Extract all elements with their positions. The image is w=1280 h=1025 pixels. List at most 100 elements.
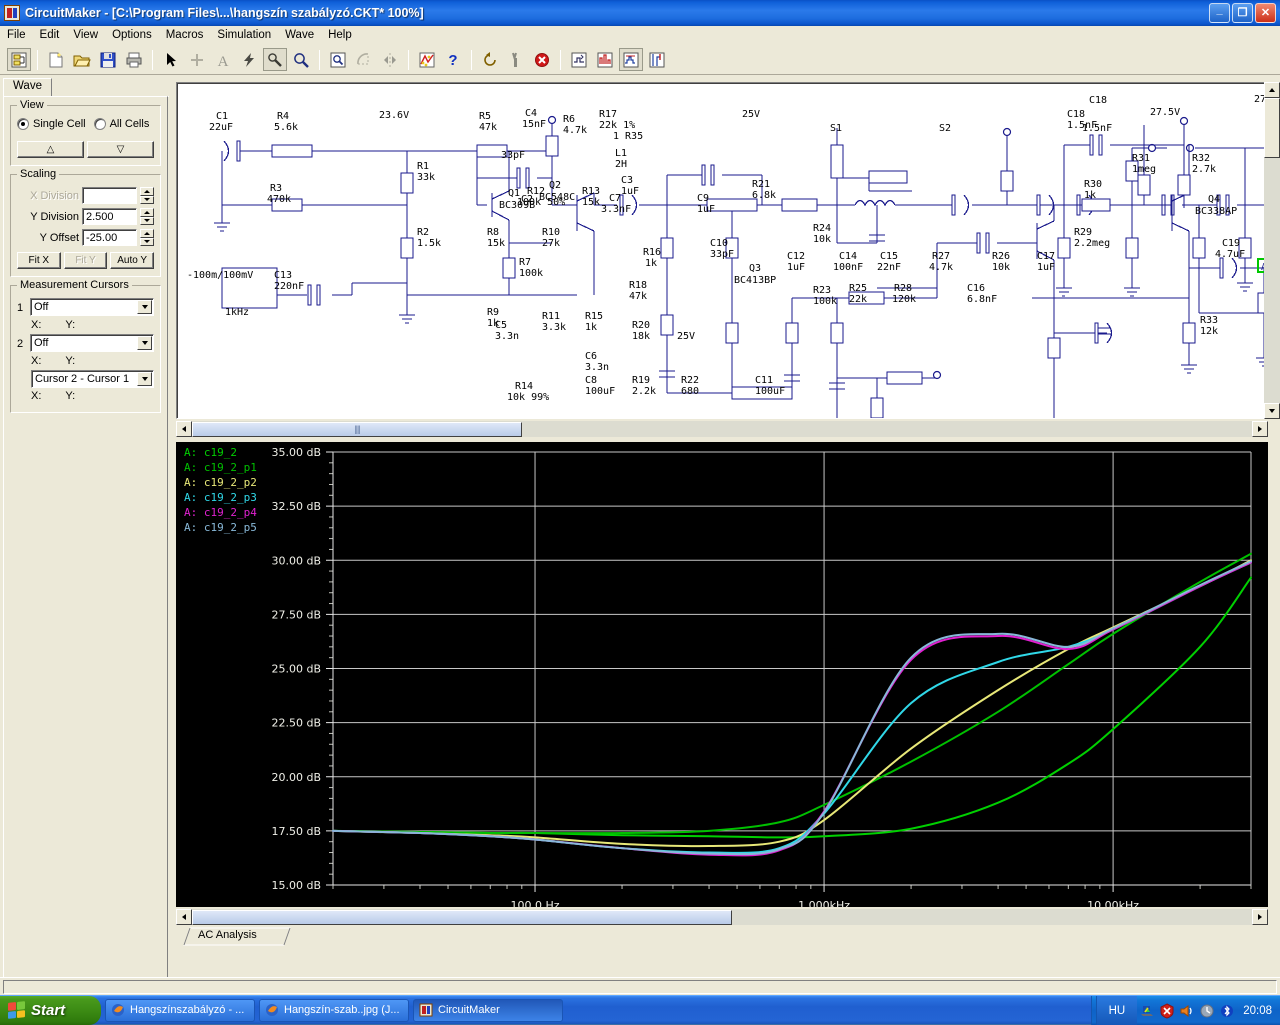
tab-wave[interactable]: Wave xyxy=(3,78,52,96)
taskbar-item-0[interactable]: Hangszínszabályzó - ... xyxy=(105,998,255,1022)
lightning-tool-icon[interactable] xyxy=(237,48,261,71)
fit-y-button[interactable]: Fit Y xyxy=(63,252,108,269)
chevron-down-icon[interactable] xyxy=(137,300,152,314)
schematic-canvas[interactable]: 23.6V R17 22k 1% 1 R35 25V C18 1.5nF 27.… xyxy=(176,82,1268,419)
schematic-hscroll-thumb[interactable]: |||| xyxy=(192,421,522,437)
graph-horizontal-scrollbar[interactable] xyxy=(176,909,1268,925)
close-button[interactable]: ✕ xyxy=(1255,3,1276,23)
security-shield-icon[interactable] xyxy=(1159,1002,1175,1019)
radio-all-cells[interactable]: All Cells xyxy=(93,118,149,130)
probe-icon[interactable] xyxy=(263,48,287,71)
zoom-magnifier-icon[interactable] xyxy=(289,48,313,71)
save-disk-icon[interactable] xyxy=(96,48,120,71)
print-icon[interactable] xyxy=(122,48,146,71)
volume-icon[interactable] xyxy=(1179,1003,1195,1019)
fit-x-button[interactable]: Fit X xyxy=(17,252,61,269)
chevron-down-icon[interactable] xyxy=(137,336,152,350)
tab-ac-analysis[interactable]: AC Analysis xyxy=(198,929,257,941)
arrow-pointer-icon[interactable] xyxy=(159,48,183,71)
menu-item-wave[interactable]: Wave xyxy=(285,29,315,41)
language-indicator[interactable]: HU xyxy=(1095,996,1138,1025)
taskbar-label-1: Hangszín-szab..jpg (J... xyxy=(284,1004,400,1016)
waveform-graph[interactable]: A: c19_2 A: c19_2_p1 A: c19_2_p2 A: c19_… xyxy=(176,442,1268,907)
help-question-icon[interactable]: ? xyxy=(441,48,465,71)
radio-single-cell-dot xyxy=(17,118,29,130)
svg-text:R30: R30 xyxy=(1084,179,1102,190)
menu-item-file[interactable]: File xyxy=(7,29,26,41)
schematic-vertical-scrollbar[interactable] xyxy=(1264,82,1280,419)
auto-y-button[interactable]: Auto Y xyxy=(110,252,155,269)
digital-analysis-icon[interactable] xyxy=(567,48,591,71)
graph-hscroll-thumb[interactable] xyxy=(192,909,732,925)
cell-down-button[interactable]: ▽ xyxy=(87,141,154,158)
y-offset-spinner[interactable] xyxy=(140,229,154,246)
graph-scroll-right-button[interactable] xyxy=(1252,909,1268,925)
legend-item-1[interactable]: A: c19_2_p1 xyxy=(184,460,257,475)
legend-item-0[interactable]: A: c19_2 xyxy=(184,445,257,460)
new-file-icon[interactable] xyxy=(44,48,68,71)
bluetooth-icon[interactable] xyxy=(1219,1003,1235,1019)
open-folder-icon[interactable] xyxy=(70,48,94,71)
menu-item-edit[interactable]: Edit xyxy=(39,29,60,41)
y-axis-tick-label: 32.50 dB xyxy=(271,500,321,513)
graph-scroll-left-button[interactable] xyxy=(176,909,192,925)
cursor1-select[interactable]: Off xyxy=(30,298,154,316)
chevron-down-icon[interactable] xyxy=(137,372,152,386)
scroll-right-button[interactable] xyxy=(1252,421,1268,437)
x-division-spinner[interactable] xyxy=(140,187,154,204)
graph-plot-area: 15.00 dB 17.50 dB 20.00 dB 22.50 dB 25.00 dB… xyxy=(271,446,1252,907)
cursor-delta-select[interactable]: Cursor 2 - Cursor 1 xyxy=(31,370,154,388)
scroll-up-button[interactable] xyxy=(1264,82,1280,98)
ac-analysis-icon[interactable] xyxy=(619,48,643,71)
cell-up-button[interactable]: △ xyxy=(17,141,84,158)
update-icon[interactable] xyxy=(1199,1003,1215,1019)
taskbar-item-1[interactable]: Hangszín-szab..jpg (J... xyxy=(259,998,409,1022)
windows-taskbar: Start Hangszínszabályzó - ... Hangszín-s… xyxy=(0,995,1280,1025)
legend-item-2[interactable]: A: c19_2_p2 xyxy=(184,475,257,490)
graph-hscroll-track[interactable] xyxy=(732,909,1252,925)
legend-item-3[interactable]: A: c19_2_p3 xyxy=(184,490,257,505)
x-division-input[interactable] xyxy=(82,187,137,204)
schematic-hscroll-track[interactable] xyxy=(522,421,1252,437)
stop-error-icon[interactable] xyxy=(530,48,554,71)
mirror-icon[interactable] xyxy=(378,48,402,71)
y-division-spinner[interactable] xyxy=(140,208,154,225)
panel-body: View Single Cell All Cells △ ▽ Scaling X xyxy=(3,96,168,986)
menu-item-view[interactable]: View xyxy=(73,29,99,41)
wire-plus-icon[interactable] xyxy=(185,48,209,71)
maximize-restore-button[interactable]: ❐ xyxy=(1232,3,1253,23)
minimize-button[interactable]: _ xyxy=(1209,3,1230,23)
schematic-vscroll-track[interactable] xyxy=(1264,158,1280,403)
edit-waveform-icon[interactable] xyxy=(415,48,439,71)
taskbar-item-2[interactable]: CircuitMaker xyxy=(413,998,563,1022)
radio-single-cell-label: Single Cell xyxy=(33,118,86,130)
y-axis-tick-label: 25.00 dB xyxy=(271,663,321,676)
svg-text:2.7k: 2.7k xyxy=(1192,164,1216,175)
tray-clock[interactable]: 20:08 xyxy=(1243,1004,1272,1017)
legend-item-5[interactable]: A: c19_2_p5 xyxy=(184,520,257,535)
schematic-vscroll-thumb[interactable] xyxy=(1264,98,1280,158)
settings-wrench-icon[interactable] xyxy=(504,48,528,71)
menu-item-macros[interactable]: Macros xyxy=(165,29,204,41)
transient-analysis-icon[interactable] xyxy=(593,48,617,71)
svg-text:R5: R5 xyxy=(479,111,491,122)
graphics-icon[interactable] xyxy=(1139,1003,1155,1019)
scroll-down-button[interactable] xyxy=(1264,403,1280,419)
menu-item-help[interactable]: Help xyxy=(328,29,352,41)
scroll-left-button[interactable] xyxy=(176,421,192,437)
menu-item-options[interactable]: Options xyxy=(112,29,152,41)
start-button[interactable]: Start xyxy=(0,995,101,1025)
y-division-input[interactable]: 2.500 xyxy=(82,208,137,225)
rotate-icon[interactable] xyxy=(352,48,376,71)
reset-icon[interactable] xyxy=(478,48,502,71)
cursor2-select[interactable]: Off xyxy=(30,334,154,352)
dc-analysis-icon[interactable] xyxy=(645,48,669,71)
text-tool-icon[interactable]: A xyxy=(211,48,235,71)
y-offset-input[interactable]: -25.00 xyxy=(82,229,137,246)
project-icon[interactable] xyxy=(7,48,31,71)
radio-single-cell[interactable]: Single Cell xyxy=(17,118,86,130)
schematic-horizontal-scrollbar[interactable]: |||| xyxy=(176,421,1268,437)
menu-item-simulation[interactable]: Simulation xyxy=(217,29,272,41)
zoom-window-icon[interactable] xyxy=(326,48,350,71)
legend-item-4[interactable]: A: c19_2_p4 xyxy=(184,505,257,520)
